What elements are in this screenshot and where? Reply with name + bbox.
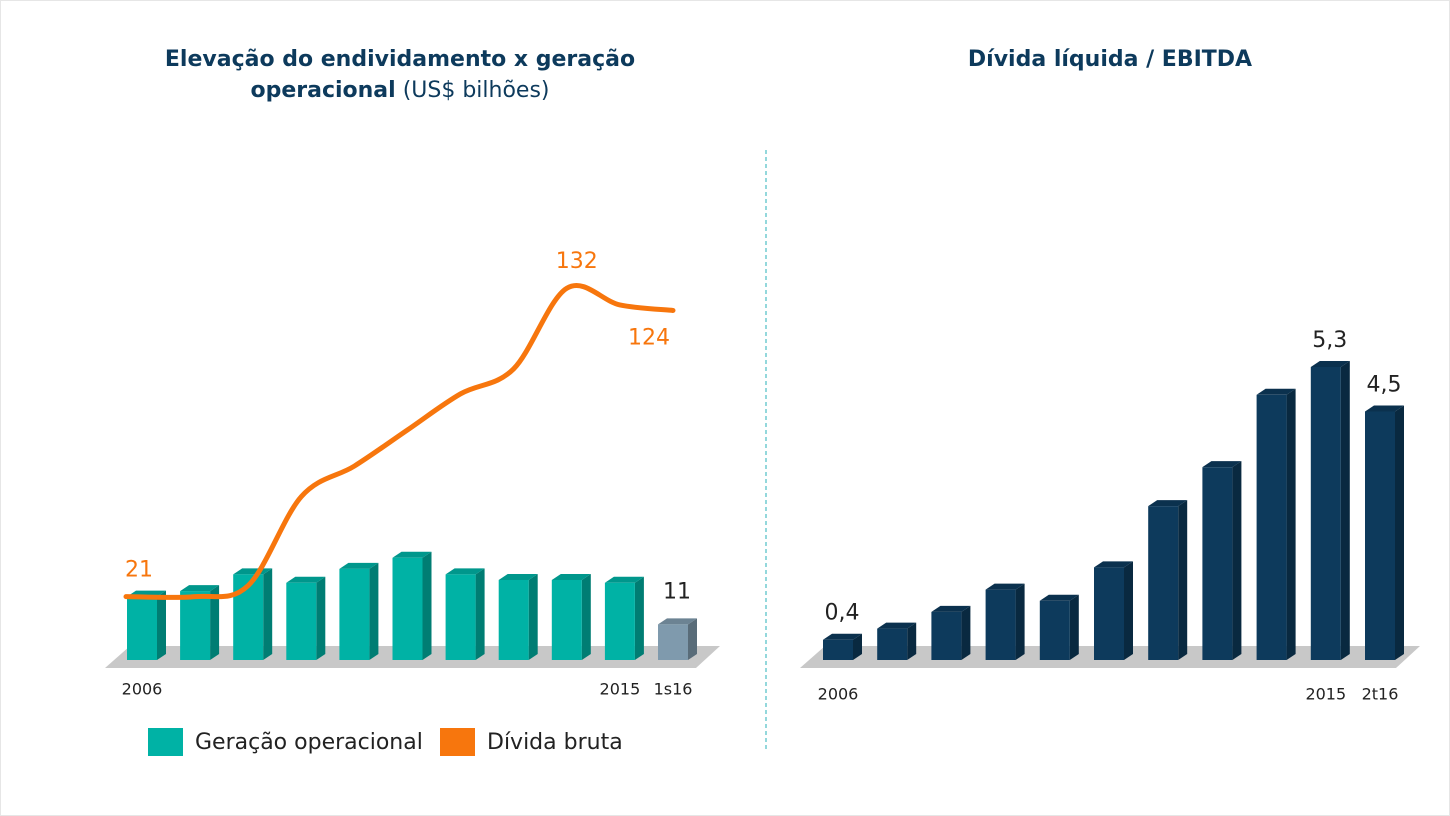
bar-top — [286, 576, 326, 583]
bar — [498, 579, 529, 660]
bar — [445, 574, 476, 660]
bar-top — [1148, 500, 1188, 507]
bar — [985, 589, 1016, 660]
legend-swatch — [440, 728, 475, 756]
bar-side — [1069, 594, 1079, 660]
bar-side — [634, 576, 644, 660]
x-tick-label: 2006 — [122, 680, 163, 699]
bar-side — [1124, 561, 1133, 660]
bar-top — [658, 618, 697, 625]
bar-side — [263, 568, 273, 660]
bar — [877, 628, 908, 660]
bar-side — [1232, 461, 1242, 660]
x-tick-label: 2015 — [1305, 685, 1346, 704]
bar-side — [157, 590, 166, 660]
bar-side — [210, 585, 220, 660]
bar-top — [498, 573, 538, 580]
bar-top — [1256, 388, 1296, 395]
bar-side — [528, 573, 538, 660]
bar-top — [392, 551, 432, 558]
bar-side — [907, 622, 917, 660]
data-label: 132 — [556, 249, 598, 274]
bar-top — [985, 583, 1025, 590]
bar — [931, 611, 962, 660]
bar-top — [339, 562, 379, 569]
legend-swatch — [148, 728, 183, 756]
bar-side — [475, 568, 485, 660]
bar-side — [1395, 405, 1404, 660]
bar-side — [422, 551, 432, 660]
chart-subtitle: (US$ bilhões) — [402, 78, 550, 103]
x-tick-label: 2006 — [818, 685, 859, 704]
bar — [392, 557, 423, 660]
bar-top — [1094, 561, 1133, 568]
bar — [823, 639, 853, 660]
data-label: 5,3 — [1312, 328, 1347, 353]
x-tick-label: 2015 — [600, 680, 641, 699]
chart-title: Dívida líquida / EBITDA — [967, 47, 1253, 72]
bar-side — [1340, 360, 1350, 660]
bar-side — [1015, 583, 1025, 660]
bar-top — [1365, 405, 1404, 412]
legend-label: Dívida bruta — [487, 730, 623, 755]
bar — [1256, 394, 1287, 660]
x-tick-label: 1s16 — [654, 680, 693, 699]
bar — [551, 579, 582, 660]
bar-top — [877, 622, 917, 629]
chart-title: Elevação do endividamento x geração oper… — [164, 47, 636, 103]
bar — [339, 568, 370, 660]
legend-label: Geração operacional — [195, 730, 423, 755]
bar-top — [931, 605, 971, 612]
data-label: 21 — [125, 558, 153, 583]
bar — [1310, 366, 1341, 660]
bar-side — [1286, 388, 1296, 660]
data-label: 4,5 — [1367, 373, 1402, 398]
bar — [127, 596, 157, 660]
bar-top — [1202, 461, 1242, 468]
bar-side — [581, 573, 591, 660]
bar-top — [180, 585, 220, 592]
bar — [286, 582, 317, 660]
bar-side — [369, 562, 379, 660]
bar-top — [604, 576, 644, 583]
bar-top — [823, 633, 862, 640]
line — [123, 283, 676, 600]
bar-top — [445, 568, 485, 575]
bar-top — [1310, 360, 1350, 367]
bar-side — [961, 605, 971, 660]
bar-side — [853, 633, 862, 660]
bar — [658, 624, 688, 660]
data-label: 11 — [663, 579, 691, 604]
data-label: 124 — [628, 325, 670, 350]
bar-top — [551, 573, 591, 580]
bar — [604, 582, 635, 660]
bar — [1094, 567, 1124, 660]
bar — [1148, 506, 1179, 660]
chart-title-block: Elevação do endividamento x geração oper… — [140, 44, 660, 106]
bar — [180, 591, 211, 660]
bar — [1039, 600, 1070, 660]
bar — [1202, 467, 1233, 660]
bar — [1365, 411, 1395, 660]
bar-top — [1039, 594, 1079, 601]
data-label: 0,4 — [825, 601, 860, 626]
chart-title-block: Dívida líquida / EBITDA — [900, 44, 1320, 75]
bar-side — [688, 618, 697, 660]
bar-side — [1178, 500, 1188, 660]
bar-side — [316, 576, 326, 660]
x-tick-label: 2t16 — [1362, 685, 1399, 704]
